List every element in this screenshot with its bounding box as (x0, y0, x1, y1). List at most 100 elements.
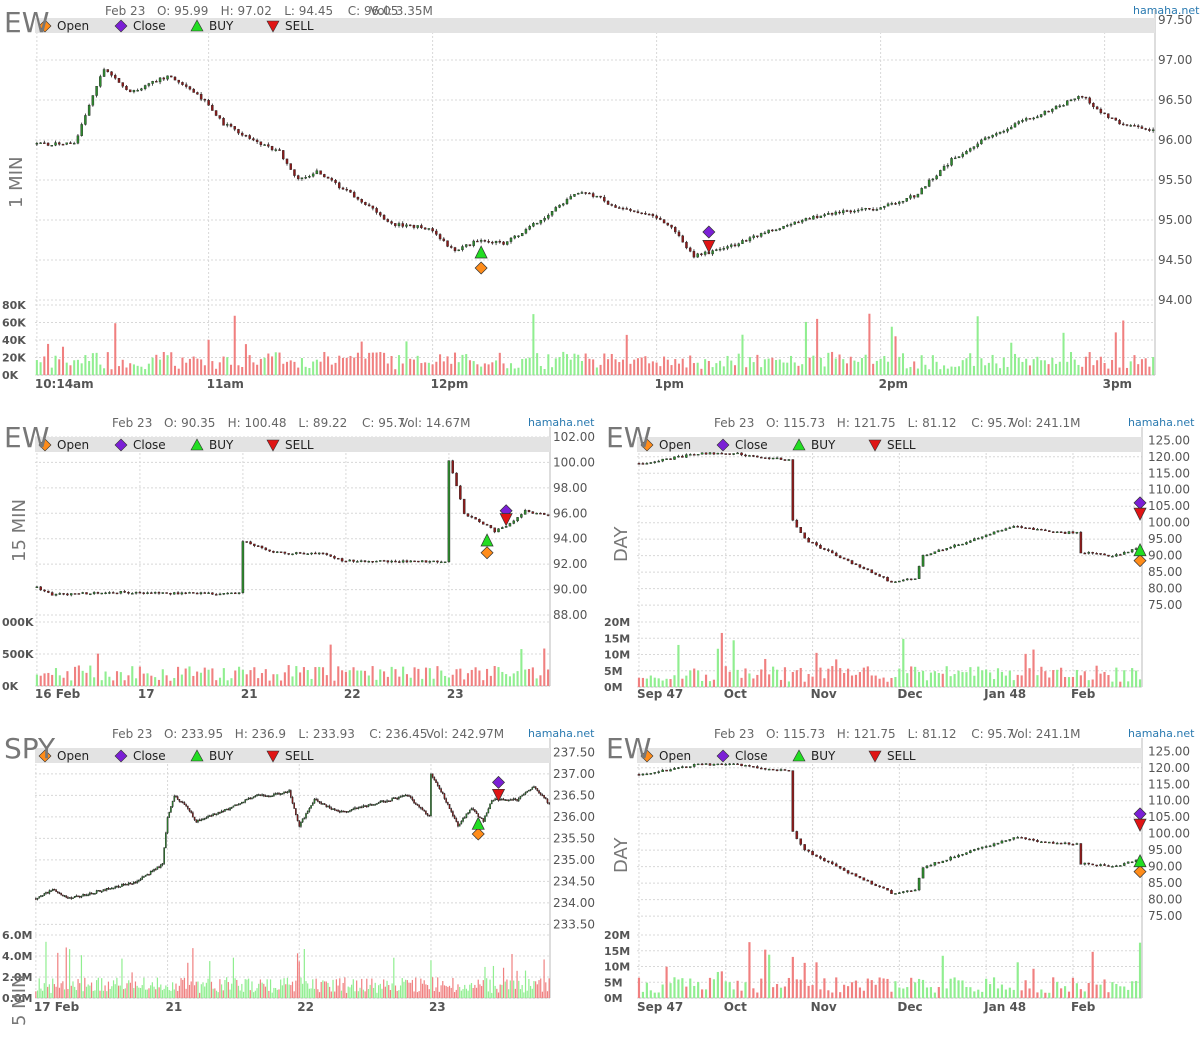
candle-body (925, 554, 929, 557)
candle-body (534, 786, 537, 789)
candle-body (886, 888, 889, 891)
volume-bar (992, 977, 996, 998)
open-marker (1133, 865, 1147, 879)
candle-body (670, 224, 673, 228)
volume-bar (424, 362, 427, 375)
chart-panel: 97.50 97.00 96.50 96.00 95.50 95.00 94.50 94.00… (0, 0, 1200, 395)
candle (532, 221, 535, 228)
volume-bar (409, 677, 412, 686)
candle-body (180, 801, 182, 803)
candle-body (387, 800, 390, 802)
candle-body (741, 240, 744, 244)
candle (980, 536, 984, 540)
candle (227, 807, 230, 811)
candle-body (131, 883, 133, 885)
candle (775, 456, 779, 460)
candle (127, 591, 130, 595)
volume-bar (969, 667, 972, 687)
candle (783, 458, 787, 461)
volume-bar (405, 979, 407, 998)
volume-bar (946, 368, 949, 375)
candle-body (866, 879, 870, 882)
candle (116, 885, 118, 889)
volume-bar (35, 360, 38, 375)
candle (718, 246, 722, 252)
volume-bar (261, 982, 263, 998)
candle (866, 568, 870, 571)
volume-bar (804, 321, 807, 375)
candle-body (203, 818, 206, 820)
candle (491, 240, 494, 245)
volume-bar (733, 365, 737, 375)
candle (1036, 527, 1039, 531)
candle (789, 222, 793, 228)
volume-bar (241, 983, 243, 998)
triangle-up-icon (190, 19, 204, 32)
candle (192, 811, 194, 818)
candle (866, 879, 870, 882)
candle-body (222, 810, 225, 813)
chart-svg: 97.5097.0096.5096.0095.5095.0094.5094.00… (2, 4, 1200, 391)
candle (480, 817, 483, 819)
candle-body (771, 768, 775, 771)
site-link[interactable]: hamaha.net (528, 416, 595, 429)
candle-body (230, 592, 233, 595)
volume-bar (230, 678, 233, 686)
candle-body (386, 219, 390, 222)
candle (161, 592, 165, 594)
site-link[interactable]: hamaha.net (1133, 4, 1200, 17)
volume-bar (339, 978, 341, 998)
volume-bar (126, 983, 128, 998)
site-link[interactable]: hamaha.net (528, 727, 595, 740)
volume-bar (835, 977, 838, 998)
volume-bar (1010, 342, 1013, 375)
candle (890, 889, 893, 894)
volume-bar (344, 977, 346, 998)
volume-bar (850, 982, 854, 998)
volume-bar (736, 980, 739, 998)
candle-body (1016, 837, 1020, 839)
candle (432, 560, 435, 563)
volume-bar (506, 979, 508, 998)
y-tick-label: 233.50 (553, 917, 595, 931)
candle (230, 806, 233, 809)
candle-body (323, 174, 326, 178)
candle-body (440, 561, 443, 564)
volume-bar (327, 356, 330, 375)
candle (748, 764, 751, 767)
diamond-icon (716, 749, 730, 763)
candle (96, 591, 100, 595)
candle-body (1133, 125, 1136, 127)
candle-body (1151, 129, 1155, 131)
candle-body (259, 794, 262, 796)
candle-body (420, 560, 424, 563)
candle-body (121, 82, 124, 87)
candle-body (424, 560, 428, 563)
volume-bar (1008, 670, 1011, 687)
volume-bar (302, 667, 305, 686)
site-link[interactable]: hamaha.net (1128, 727, 1195, 740)
candle (736, 452, 739, 455)
candle (917, 877, 921, 892)
site-link[interactable]: hamaha.net (1128, 416, 1195, 429)
candle-body (894, 581, 897, 583)
candle (177, 79, 180, 85)
candle (797, 220, 800, 224)
candle (1006, 127, 1009, 134)
candle (162, 76, 166, 81)
volume-bar (461, 354, 464, 375)
volume-bar (1125, 367, 1129, 375)
volume-bar (134, 981, 137, 998)
candle-body (360, 199, 363, 203)
volume-bar (973, 991, 976, 998)
candle-body (317, 552, 321, 555)
candle-body (779, 457, 783, 460)
candle-body (63, 895, 66, 897)
candle (70, 896, 73, 900)
volume-bar (732, 989, 735, 998)
candle-body (249, 541, 252, 545)
volume-bar (558, 356, 561, 375)
candle-body (440, 788, 442, 793)
volume-bar (482, 680, 485, 686)
volume-bar (283, 672, 286, 686)
